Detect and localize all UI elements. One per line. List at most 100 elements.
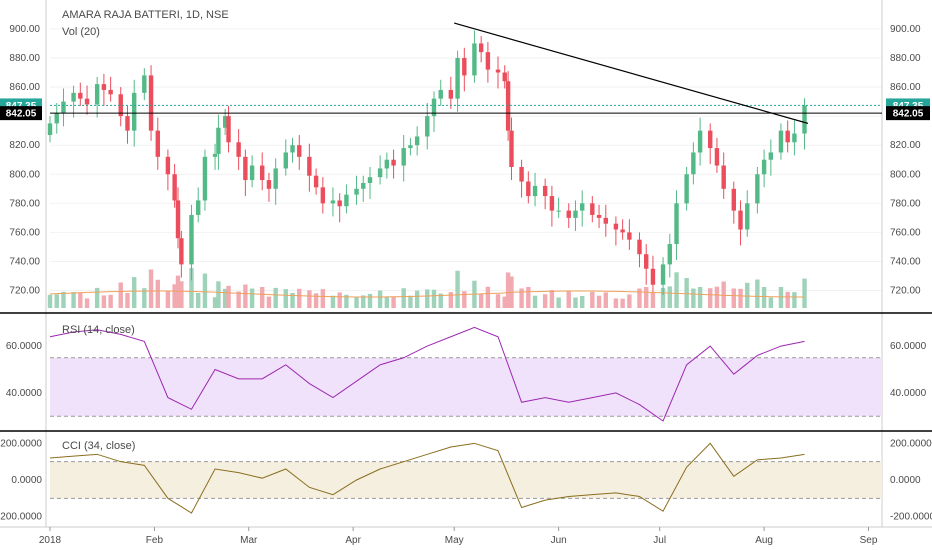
candle-body (802, 105, 807, 134)
candle-body (179, 238, 184, 265)
candle-body (260, 165, 265, 181)
volume-bar (189, 268, 194, 308)
candle-body (354, 188, 359, 195)
volume-bar (573, 297, 578, 308)
candle-body (556, 210, 561, 212)
candle-body (189, 214, 194, 265)
candle-body (330, 200, 336, 204)
candle-body (391, 159, 396, 166)
time-label: Mar (240, 535, 258, 546)
candle-body (283, 152, 288, 169)
candle-body (155, 130, 160, 157)
volume-bar (165, 291, 171, 308)
volume-bar (448, 292, 454, 308)
candle-body (320, 187, 326, 204)
volume-bar (603, 292, 608, 308)
price-tick-left: 800.00 (9, 169, 40, 180)
price-tick-right: 820.00 (890, 140, 921, 151)
rsi-tick-left: 40.0000 (6, 388, 43, 399)
volume-bar (344, 294, 349, 308)
volume-bar (542, 294, 548, 308)
volume-bar (108, 294, 113, 308)
candle-body (313, 175, 319, 188)
candle-body (249, 165, 255, 181)
volume-bar (526, 287, 531, 308)
time-label: Sep (860, 535, 878, 546)
cci-tick-right: 200.0000 (890, 438, 932, 449)
volume-bar (745, 282, 750, 308)
candle-body (505, 81, 511, 131)
candle-body (542, 185, 548, 197)
candle-body (462, 57, 467, 76)
candle-body (142, 75, 147, 93)
candle-body (175, 200, 181, 239)
candle-body (118, 94, 123, 117)
volume-bar (226, 285, 231, 308)
volume-bar (132, 277, 137, 308)
price-tick-right: 900.00 (890, 24, 921, 35)
candle-body (212, 153, 218, 157)
volume-bar (61, 291, 66, 308)
candle-body (667, 244, 672, 265)
time-label: Jul (653, 535, 666, 546)
volume-bar (556, 297, 561, 308)
candle-body (455, 57, 460, 99)
volume-bar (354, 296, 359, 308)
volume-bar (431, 289, 437, 308)
candle-body (708, 130, 713, 149)
rsi-title: RSI (14, close) (62, 324, 135, 336)
volume-bar (260, 287, 265, 308)
candle-body (620, 229, 625, 233)
volume-bar (94, 287, 100, 308)
volume-bar (337, 292, 342, 308)
volume-bar (243, 284, 248, 308)
candle-body (290, 145, 295, 153)
candle-body (361, 182, 366, 189)
volume-bar (202, 273, 208, 308)
candle-body (101, 84, 107, 90)
price-tick-left: 780.00 (9, 198, 40, 209)
volume-bar (313, 293, 319, 308)
trendline[interactable] (454, 22, 809, 124)
volume-bar (273, 287, 278, 308)
candlesticks[interactable] (47, 30, 807, 295)
candle-body (266, 180, 272, 189)
volume-bar (425, 289, 430, 308)
price-tick-left: 720.00 (9, 286, 40, 297)
price-tick-left: 760.00 (9, 227, 40, 238)
candle-body (596, 214, 602, 218)
candle-body (502, 72, 507, 82)
volume-bar (792, 292, 797, 308)
rsi-axis-right: 60.0000 40.0000 (890, 341, 927, 399)
candle-body (94, 84, 100, 105)
volume-bar (697, 287, 703, 308)
volume-bar (502, 296, 507, 308)
volume-bar (125, 293, 130, 308)
volume-bar (266, 296, 272, 308)
volume-bar (519, 288, 524, 308)
volume-bar (391, 296, 396, 308)
volume-bar (172, 284, 177, 308)
volume-bar (721, 281, 726, 308)
volume-bar (290, 293, 295, 308)
candle-body (384, 159, 390, 169)
cci-pane: CCI (34, close) 200.00000.0000-200.0000 … (0, 438, 932, 522)
candle-body (367, 177, 373, 183)
candle-body (71, 92, 76, 102)
candle-body (148, 75, 154, 131)
volume-bar (802, 278, 807, 308)
candle-body (731, 188, 736, 211)
candle-body (297, 145, 302, 157)
candle-body (172, 174, 177, 201)
volume-bar (768, 297, 774, 308)
candle-body (644, 254, 649, 269)
cci-tick-right: -200.0000 (890, 512, 932, 523)
svg-text:842.05: 842.05 (6, 109, 37, 120)
candle-body (431, 98, 437, 117)
candle-body (337, 200, 342, 207)
candle-body (627, 232, 632, 240)
volume-bar (401, 288, 406, 308)
time-label: 2018 (39, 535, 62, 546)
candle-body (761, 159, 767, 175)
candle-body (509, 130, 514, 167)
